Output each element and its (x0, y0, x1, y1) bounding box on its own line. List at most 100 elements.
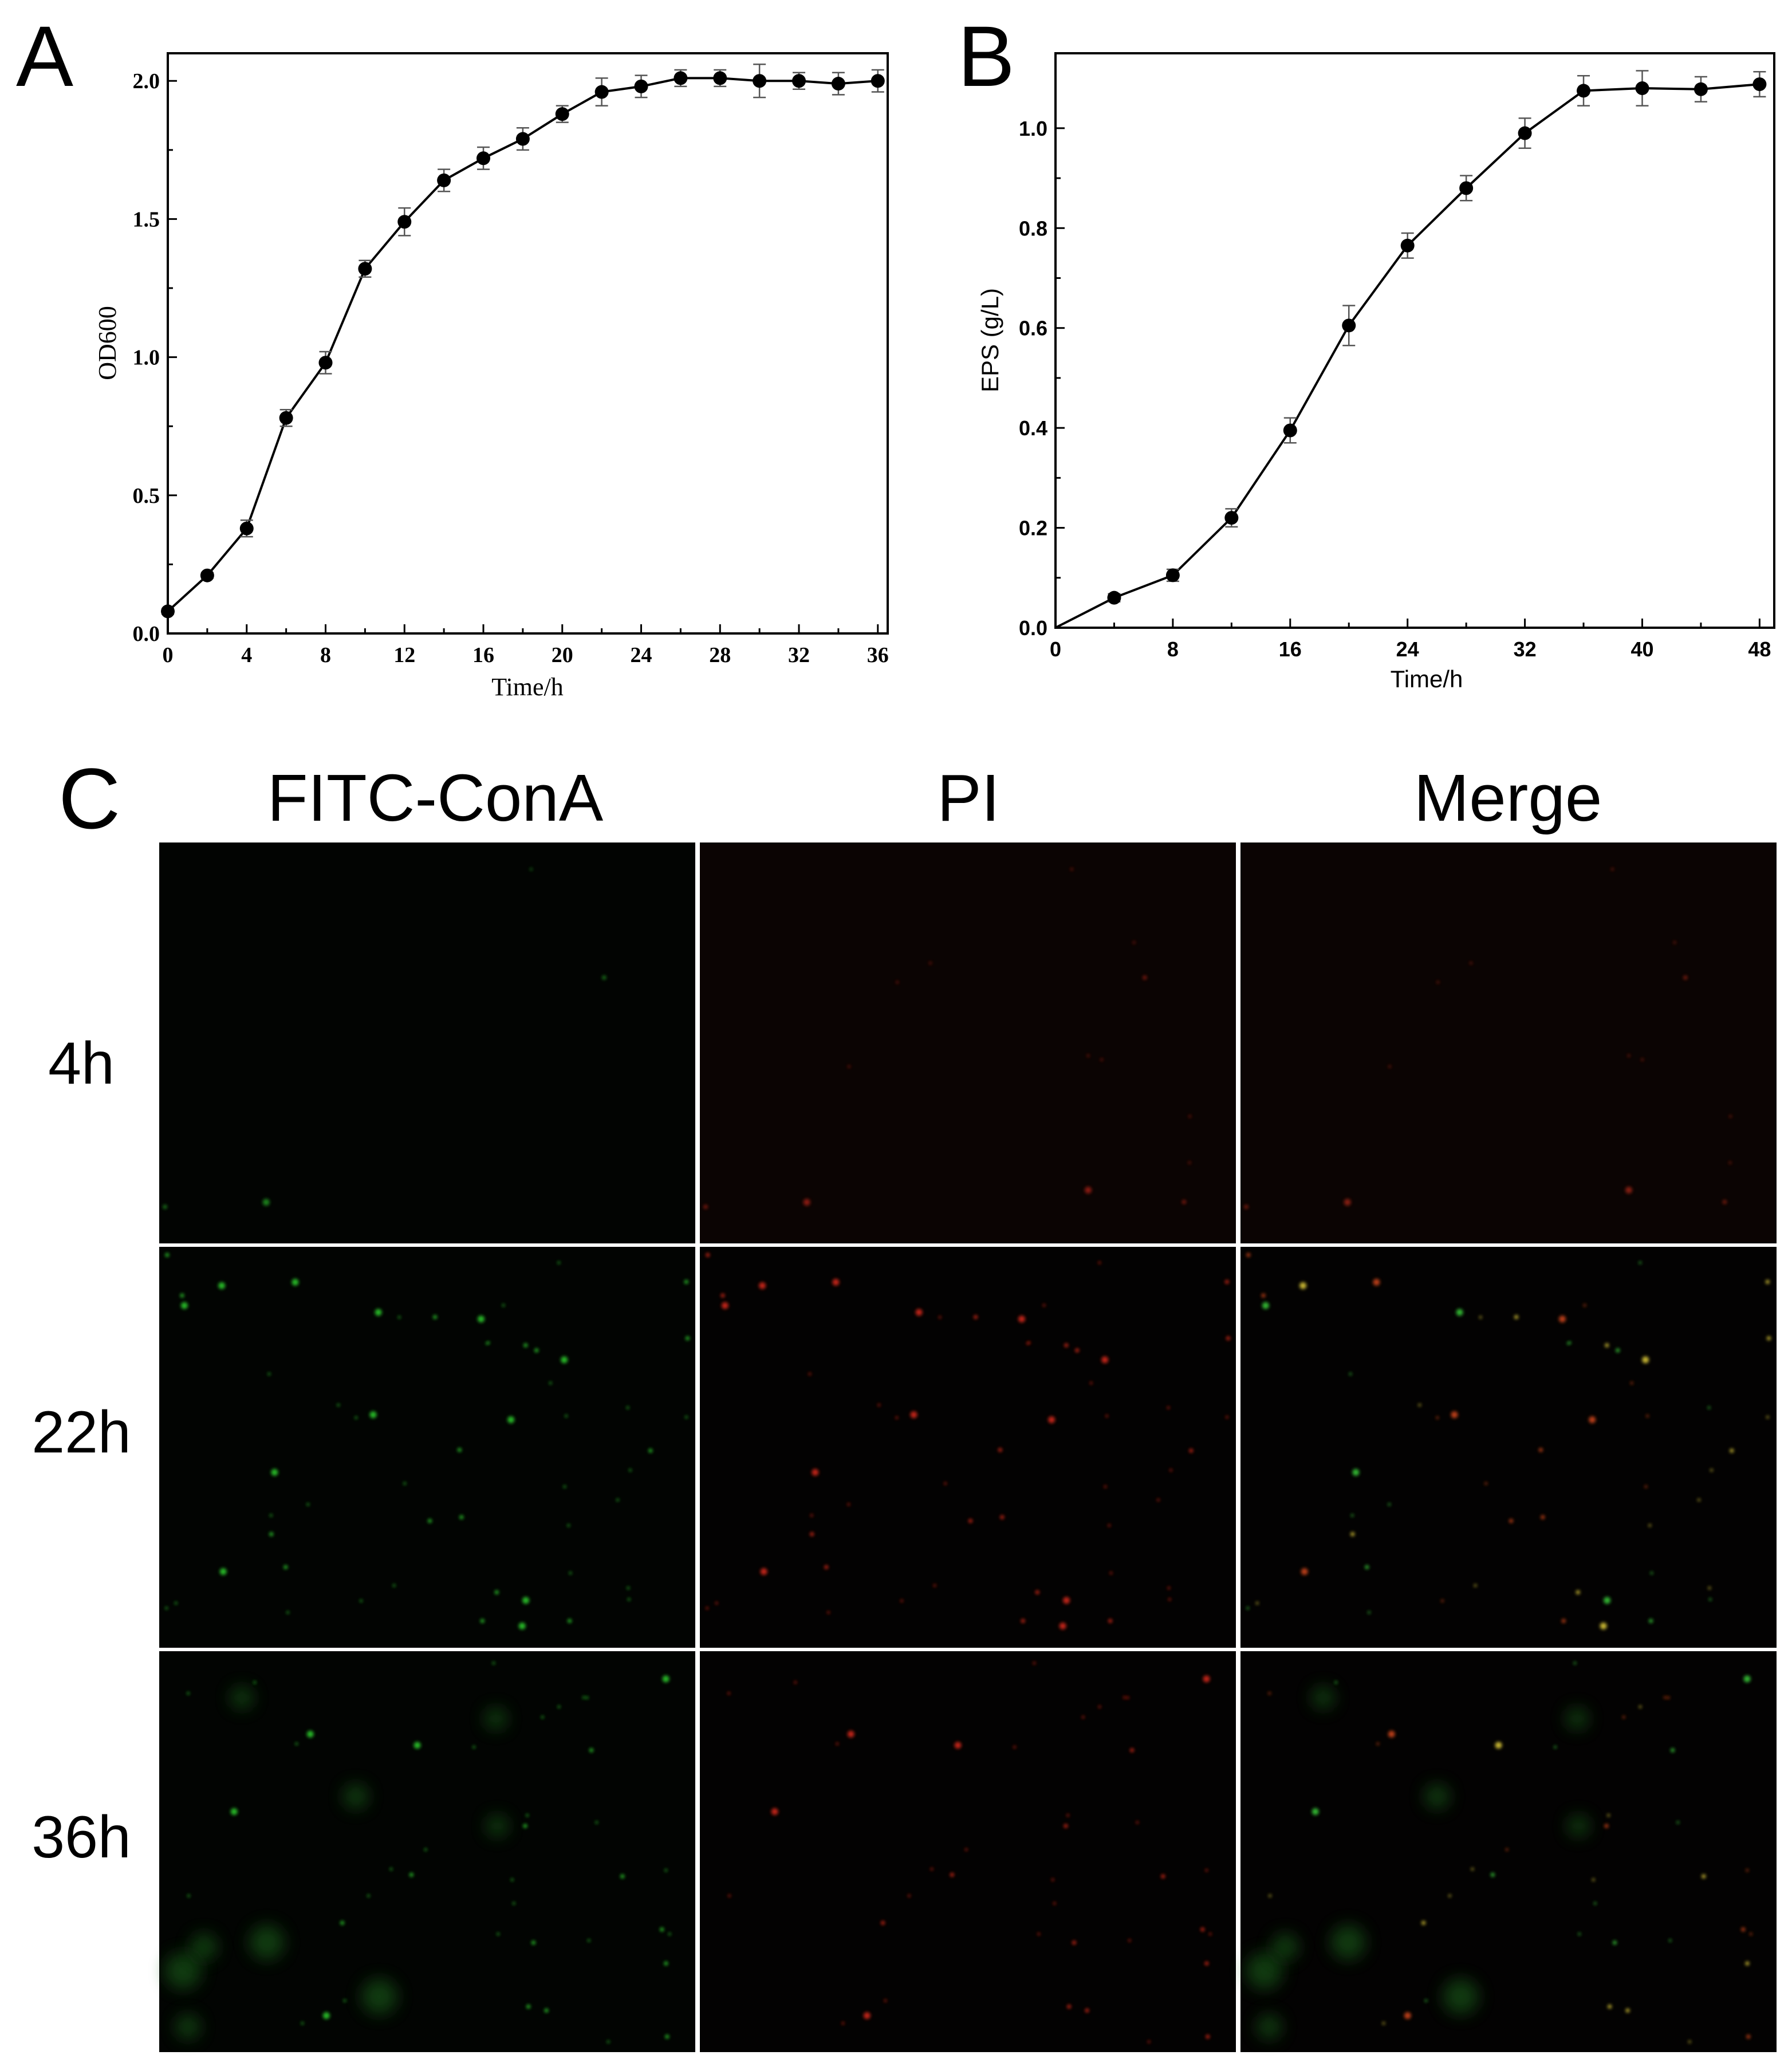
data-point (634, 79, 648, 93)
y-tick-label: 0.5 (133, 484, 160, 508)
data-point (318, 356, 333, 370)
cell-spot (827, 1611, 830, 1614)
data-point (279, 411, 293, 425)
cell-spot (706, 1607, 708, 1610)
cell-spot (502, 1304, 505, 1307)
cell-spot (271, 1468, 278, 1476)
cell-spot (1027, 1341, 1031, 1344)
cell-spot (477, 1315, 485, 1322)
fluorescence-haze (1566, 1707, 1588, 1730)
cell-spot (1448, 1894, 1451, 1897)
y-tick-label: 0.4 (1019, 416, 1047, 440)
cell-spot (1143, 975, 1147, 980)
cell-spot (360, 1599, 363, 1603)
x-tick-label: 8 (1167, 637, 1179, 661)
y-tick-label: 0.8 (1019, 216, 1047, 240)
data-point (1518, 126, 1532, 140)
cell-spot (557, 1261, 561, 1264)
micrograph-merge-36h (1240, 1651, 1777, 2052)
cell-spot (1388, 1503, 1391, 1506)
cell-spot (267, 1372, 271, 1376)
cell-spot (1441, 1599, 1444, 1603)
cell-spot (1301, 1568, 1308, 1576)
cell-spot (1604, 1824, 1609, 1828)
cell-spot (1648, 1524, 1651, 1527)
x-tick-label: 20 (552, 643, 573, 667)
cell-spot (1382, 2022, 1385, 2025)
cell-spot (1226, 1336, 1231, 1341)
cell-spot (343, 1999, 346, 2002)
cell-spot (1013, 1746, 1016, 1749)
cell-spot (1108, 1619, 1113, 1623)
cell-spot (1181, 1200, 1186, 1204)
eps-series (1055, 70, 1767, 629)
cell-spot (403, 1482, 406, 1485)
tick-marks (1054, 127, 1761, 629)
cell-spot (433, 1315, 438, 1320)
micrograph-background (159, 842, 695, 1243)
cell-spot (530, 868, 533, 871)
plot-frame (1054, 52, 1775, 629)
cell-spot (685, 1416, 688, 1419)
cell-spot (1204, 1961, 1209, 1966)
cell-spot (810, 1514, 813, 1517)
cell-spot (1053, 1902, 1056, 1905)
x-tick-label: 24 (631, 643, 652, 667)
data-point (515, 132, 530, 146)
cell-spot (616, 1498, 619, 1502)
x-tick-label: 8 (320, 643, 331, 667)
cell-spot (965, 1848, 968, 1851)
cell-spot (1589, 1416, 1596, 1423)
cell-spot (1642, 1356, 1649, 1364)
cell-spot (1105, 1415, 1108, 1418)
column-title-fitc-cona: FITC-ConA (267, 761, 604, 835)
cell-spot (1538, 1448, 1543, 1452)
x-tick-label: 4 (241, 643, 252, 667)
panel-label-c: C (58, 750, 120, 847)
cell-spot (595, 1821, 598, 1824)
x-tick-label: 32 (788, 643, 810, 667)
cell-spot (1698, 1498, 1700, 1502)
cell-spot (165, 1607, 168, 1610)
y-tick-labels: 0.0 0.2 0.4 0.6 0.8 1.0 (1019, 117, 1047, 640)
cell-spot (1147, 2040, 1151, 2044)
cell-spot (1600, 1623, 1607, 1630)
cell-spot (668, 1932, 671, 1936)
cell-spot (355, 1416, 358, 1419)
y-axis-title: EPS (g/L) (976, 288, 1003, 392)
cell-spot (1063, 1597, 1070, 1604)
cell-spot (541, 1715, 544, 1719)
cell-spot (628, 1598, 631, 1601)
cell-spot (585, 1696, 589, 1699)
cell-spot (1085, 2008, 1089, 2013)
micrograph-merge-22h (1240, 1247, 1777, 1648)
cell-spot (1064, 1824, 1068, 1828)
cell-spot (908, 1894, 911, 1897)
cell-spot (900, 1599, 903, 1603)
cell-spot (270, 1514, 273, 1517)
cell-spot (1583, 1304, 1586, 1307)
x-tick-labels: 0 8 16 24 32 40 48 (1050, 637, 1771, 661)
cell-spot (1224, 1279, 1229, 1284)
cell-spot (1766, 1416, 1769, 1419)
cell-spot (187, 1894, 190, 1897)
cell-spot (518, 1623, 526, 1630)
cell-spot (283, 1565, 288, 1569)
micrograph-background (700, 842, 1236, 1243)
cell-spot (1639, 1261, 1642, 1264)
cell-spot (1554, 1746, 1557, 1749)
cell-spot (812, 1468, 819, 1476)
cell-spot (1573, 1662, 1577, 1665)
cell-spot (1188, 1161, 1191, 1164)
micrograph-background (1240, 842, 1777, 1243)
y-tick-label: 2.0 (133, 69, 160, 93)
cell-spot (1376, 1742, 1380, 1745)
x-tick-label: 36 (867, 643, 889, 667)
column-title-pi: PI (937, 761, 1000, 835)
cell-spot (1495, 1742, 1502, 1749)
x-tick-label: 48 (1748, 637, 1771, 661)
cell-spot (1639, 1705, 1642, 1708)
cell-spot (457, 1448, 462, 1452)
cell-spot (292, 1278, 299, 1286)
